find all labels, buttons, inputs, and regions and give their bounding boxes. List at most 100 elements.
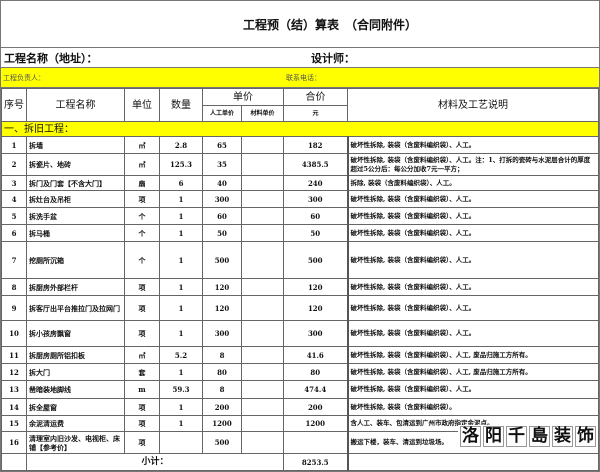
cell-labor: 200 [202, 398, 242, 416]
table-row: 3 拆门及门套【不含大门】扇 6 40 240 拆除, 装袋（含废料编织袋）、人工。 [1, 175, 599, 191]
cell-material [241, 207, 284, 225]
cell-unit: 项 [124, 431, 160, 454]
cell-unit: ㎡ [124, 346, 160, 364]
subtotal-empty [1, 453, 27, 471]
cell-qty: 5.2 [159, 346, 203, 364]
cell-qty: 2.8 [159, 136, 203, 154]
cell-desc: 破坏性拆除, 装袋（含废料编织袋）、人工。 [346, 136, 599, 154]
cell-desc: 拆除, 装袋（含废料编织袋）、人工。 [346, 175, 599, 191]
cell-total: 4385.5 [283, 153, 348, 176]
cell-material [241, 295, 284, 321]
cell-seq: 10 [1, 320, 27, 347]
cell-material [241, 380, 284, 399]
cell-name: 拆墙 [26, 136, 125, 154]
cell-total: 50 [283, 224, 348, 242]
cell-seq: 8 [1, 278, 27, 296]
cell-total: 300 [283, 320, 348, 347]
cell-labor: 80 [202, 363, 242, 381]
cell-labor: 1200 [202, 415, 242, 432]
cell-name: 余泥清运费 [26, 415, 125, 432]
section-row: 一、拆旧工程： [1, 121, 599, 137]
subtotal-label: 小计： [26, 453, 284, 471]
contact-info-row: 工程负责人： 联系电话： [1, 68, 599, 88]
table-row: 14 拆全屋窗项 1 200 200 破坏性拆除, 装袋（含废料编织袋）。 [1, 398, 599, 416]
cell-name: 拆大门 [26, 363, 125, 381]
header-row: 序号 工程名称 单位 数量 单价 合价 材料及工艺说明 [1, 88, 599, 122]
cell-qty: 1 [159, 241, 203, 279]
cell-qty: 1 [159, 295, 203, 321]
header-unit: 单位 [124, 88, 160, 122]
cell-desc: 破坏性拆除, 装袋（含废料编织袋）、人工。注：1、打拆的瓷砖与水泥层合计的厚度超… [346, 153, 599, 176]
cell-material [241, 153, 284, 176]
header-name: 工程名称 [26, 88, 125, 122]
subtotal-value: 8253.5 [283, 453, 348, 471]
cell-total: 41.6 [283, 346, 348, 364]
cell-qty: 125.3 [159, 153, 203, 176]
cell-qty: 1 [159, 190, 203, 208]
cell-unit: 项 [124, 398, 160, 416]
cell-qty: 1 [159, 278, 203, 296]
cell-unit: 个 [124, 241, 160, 279]
table-row: 13 凿暗装地脚线 m 59.3 8 474.4 破坏性拆除, 装袋（含废料编织袋）、人工。 [1, 380, 599, 399]
cell-qty: 1 [159, 398, 203, 416]
sheet-title: 工程预（结）算表 （合同附件） [1, 1, 599, 48]
cell-unit: m [124, 380, 160, 399]
header-labor-price: 人工单价 [202, 105, 242, 122]
cell-desc: 破坏性拆除, 装袋（含废料编织袋）、人工。 [346, 295, 599, 321]
cell-qty: 1 [159, 415, 203, 432]
cell-qty: 59.3 [159, 380, 203, 399]
cell-material [241, 224, 284, 242]
table-row: 5 拆洗手盆个 1 60 60 破坏性拆除, 装袋（含废料编织袋）、人工。 [1, 207, 599, 225]
cell-qty: 1 [159, 224, 203, 242]
cell-name: 拆门及门套【不含大门】 [26, 175, 125, 191]
cell-name: 拆灶台及吊柜 [26, 190, 125, 208]
table-row: 12 拆大门套 1 80 80 破坏性拆除, 装袋（含废料编织袋）、人工, 废品归施工方所… [1, 363, 599, 381]
table-row: 9 拆客厅出平台推拉门及拉网门项 1 120 120 破坏性拆除, 装袋（含废料编织袋）、… [1, 295, 599, 321]
cell-labor: 8 [202, 346, 242, 364]
header-qty: 数量 [159, 88, 203, 122]
cell-unit: 套 [124, 363, 160, 381]
subtotal-desc [346, 453, 599, 471]
cell-labor: 65 [202, 136, 242, 154]
cell-desc: 破坏性拆除, 装袋（含废料编织袋）、人工。 [346, 320, 599, 347]
cell-name: 拆厨房外部栏杆 [26, 278, 125, 296]
cell-seq: 6 [1, 224, 27, 242]
cell-total: 200 [283, 398, 348, 416]
cell-name: 拆洗手盆 [26, 207, 125, 225]
watermark-char: 装 [552, 426, 573, 447]
cell-material [241, 175, 284, 191]
watermark-char: 千 [506, 426, 527, 447]
cell-labor: 50 [202, 224, 242, 242]
cell-seq: 3 [1, 175, 27, 191]
cell-desc: 破坏性拆除, 装袋（含废料编织袋）。 [346, 398, 599, 416]
cell-total: 240 [283, 175, 348, 191]
cell-desc: 破坏性拆除, 装袋（含废料编织袋）、人工。 [346, 241, 599, 279]
cell-material [241, 346, 284, 364]
cell-material [241, 415, 284, 432]
cell-seq: 4 [1, 190, 27, 208]
cell-labor: 120 [202, 278, 242, 296]
cell-unit: 个 [124, 207, 160, 225]
project-info-row: 工程名称（地址）： 设计师： [1, 48, 599, 68]
cell-desc: 破坏性拆除, 装袋（含废料编织袋）、人工, 废品归施工方所有。 [346, 363, 599, 381]
cell-desc: 破坏性拆除, 装袋（含废料编织袋）、人工。 [346, 190, 599, 208]
project-name-label: 工程名称（地址）： [4, 51, 98, 65]
cell-seq: 12 [1, 363, 27, 381]
header-seq: 序号 [1, 88, 27, 122]
cell-desc: 破坏性拆除, 装袋（含废料编织袋）、人工。 [346, 207, 599, 225]
table-row: 7 挖厕所沉箱个 1 500 500 破坏性拆除, 装袋（含废料编织袋）、人工。 [1, 241, 599, 279]
cell-unit: 项 [124, 190, 160, 208]
cell-seq: 16 [1, 431, 27, 454]
watermark-char: 饰 [575, 426, 596, 447]
cell-name: 拆客厅出平台推拉门及拉网门 [26, 295, 125, 321]
cell-seq: 11 [1, 346, 27, 364]
cell-material [241, 363, 284, 381]
cell-labor: 500 [202, 241, 242, 279]
cell-total: 474.4 [283, 380, 348, 399]
cell-name: 拆厨房厕所铝扣板 [26, 346, 125, 364]
cell-material [241, 278, 284, 296]
cell-material [241, 398, 284, 416]
cell-unit: 项 [124, 295, 160, 321]
